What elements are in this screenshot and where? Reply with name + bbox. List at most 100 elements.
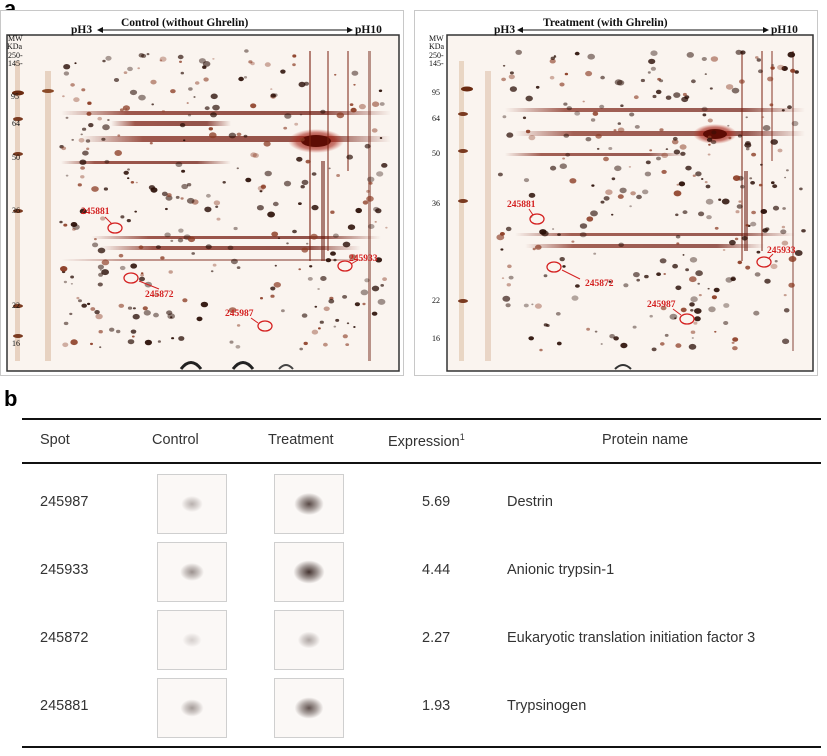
gel-spot	[563, 102, 568, 106]
gel-spot	[735, 49, 743, 55]
gel-spot	[706, 215, 712, 220]
gel-spot	[140, 273, 145, 277]
spot-blot	[181, 495, 203, 513]
gel-spot	[142, 306, 148, 311]
gel-spot	[78, 138, 85, 143]
gel-spot	[707, 118, 713, 123]
gel-spot	[250, 61, 255, 66]
mw-marker-22: 22	[12, 301, 20, 310]
table-header-rule	[22, 462, 821, 464]
gel-spot	[170, 89, 176, 94]
gel-spot	[188, 87, 193, 91]
gel-spot	[81, 303, 87, 308]
gel-spot	[294, 122, 299, 126]
gel-spot	[138, 94, 146, 101]
gel-spot	[179, 60, 182, 63]
gel-spot	[738, 200, 742, 203]
gel-spot	[695, 270, 703, 277]
gel-spot	[117, 134, 121, 137]
spot-annotation-245987: 245987	[225, 309, 273, 332]
gel-spot	[123, 170, 129, 175]
gel-spot	[210, 112, 217, 118]
control-spot-image	[157, 610, 227, 670]
gel-spot	[575, 284, 580, 288]
gel-spot	[165, 207, 168, 211]
gel-spot	[196, 316, 203, 322]
gel-spot	[200, 301, 209, 308]
gel-spot	[72, 228, 76, 231]
gel-spot	[723, 303, 730, 308]
gel-spot	[732, 175, 741, 182]
gel-spot	[364, 278, 370, 283]
gel-spot	[659, 258, 667, 264]
gel-spot	[741, 236, 748, 241]
gel-spot	[661, 152, 669, 158]
gel-spot	[732, 346, 738, 351]
gel-spot	[636, 278, 640, 282]
gel-spot	[328, 298, 335, 304]
gel-spot	[149, 142, 153, 145]
gel-spot	[751, 152, 757, 157]
gel-spot	[292, 54, 297, 58]
gel-spot	[272, 201, 279, 207]
panel-label-b: b	[4, 386, 18, 411]
gel-spot	[603, 196, 610, 201]
gel-spot	[153, 312, 159, 318]
gel-spot	[501, 77, 506, 82]
gel-spot	[97, 282, 103, 287]
gel-spot	[70, 339, 78, 346]
gel-spot	[685, 268, 689, 272]
gel-spot	[636, 194, 642, 200]
gel-spot	[70, 222, 78, 227]
gel-spot	[788, 256, 797, 262]
gel-spot	[212, 58, 215, 60]
gel-spot	[590, 118, 596, 122]
protein-spots	[59, 49, 388, 351]
gel-spot	[690, 309, 694, 312]
gel-spot	[745, 265, 751, 270]
gel-spot	[346, 154, 354, 160]
gel-spot	[628, 166, 632, 168]
gel-spot	[736, 204, 743, 209]
gel-spot	[63, 321, 69, 326]
gel-spot	[675, 343, 682, 348]
gel-spot	[695, 171, 702, 177]
gel-spot	[764, 278, 771, 284]
gel-spot	[187, 114, 192, 117]
gel-spot	[729, 239, 736, 246]
gel-spot	[767, 76, 774, 82]
gel-spot	[730, 277, 736, 282]
gel-spot	[127, 306, 133, 310]
gel-spot	[377, 298, 386, 305]
gel-spot	[596, 147, 600, 150]
gel-spot	[692, 174, 696, 177]
gel-spot	[659, 79, 664, 83]
gel-spot	[209, 132, 217, 139]
spot-blob	[182, 632, 202, 648]
mw-marker-145: 145-	[8, 59, 23, 68]
gel-spot	[325, 258, 332, 263]
gel-spot	[95, 313, 103, 320]
gel-spot	[82, 150, 89, 156]
gel-spot	[306, 242, 309, 245]
gel-spot	[505, 226, 512, 232]
gel-spot	[132, 313, 140, 320]
gel-spot	[212, 104, 220, 111]
expression-value: 1.93	[422, 698, 451, 714]
gel-spot	[555, 312, 561, 316]
gel-spot	[794, 70, 799, 74]
gel-spot	[710, 56, 719, 62]
gel-spot	[104, 159, 110, 164]
gel-spot	[501, 277, 505, 280]
gel-spot	[97, 247, 106, 254]
gel-spot	[587, 53, 595, 60]
gel-spot	[655, 89, 662, 95]
gel-spot	[523, 303, 529, 308]
gel-spot	[783, 308, 790, 313]
gel-spot	[250, 152, 257, 158]
gel-spot	[614, 79, 623, 86]
gel-spot	[114, 150, 122, 156]
gel-spot	[506, 283, 511, 287]
gel-spot	[358, 103, 366, 110]
gel-spot	[634, 125, 640, 129]
